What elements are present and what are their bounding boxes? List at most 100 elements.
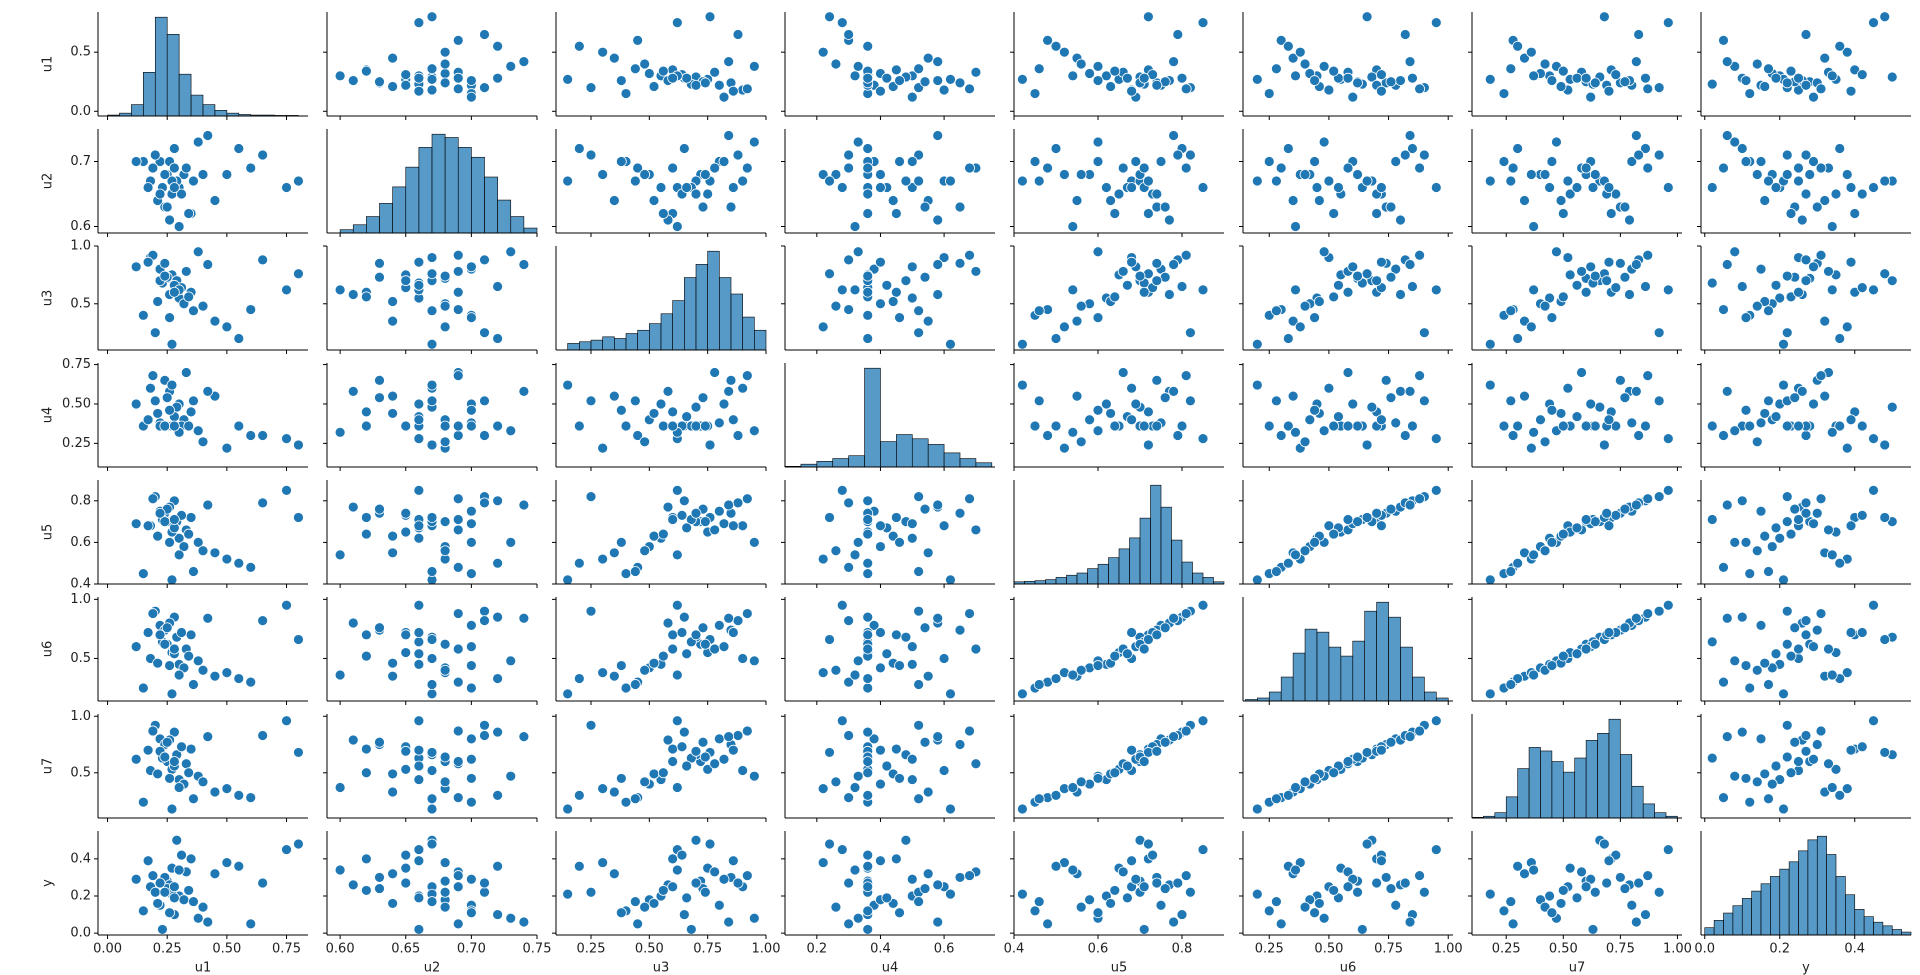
point bbox=[221, 553, 233, 565]
point bbox=[1763, 395, 1774, 407]
point bbox=[964, 83, 975, 95]
point bbox=[1342, 162, 1354, 174]
point bbox=[188, 793, 199, 805]
point bbox=[452, 792, 464, 804]
point bbox=[748, 770, 760, 782]
point bbox=[1571, 411, 1583, 422]
point bbox=[597, 442, 609, 454]
point bbox=[1143, 406, 1154, 418]
point bbox=[209, 670, 221, 682]
point bbox=[723, 385, 735, 397]
point bbox=[1109, 291, 1121, 303]
point bbox=[1811, 507, 1823, 519]
point bbox=[426, 395, 438, 407]
point bbox=[890, 853, 902, 865]
point bbox=[817, 321, 829, 333]
histogram-bar bbox=[444, 137, 459, 234]
point bbox=[1376, 855, 1387, 867]
point bbox=[1823, 758, 1834, 770]
point bbox=[932, 56, 944, 68]
point bbox=[704, 11, 716, 23]
point bbox=[452, 918, 464, 930]
point bbox=[836, 284, 848, 296]
histogram-bar bbox=[392, 186, 407, 234]
histogram-bar bbox=[848, 455, 865, 468]
y-tick-label: 0.4 bbox=[70, 577, 91, 592]
point bbox=[690, 834, 702, 846]
panel bbox=[323, 11, 538, 120]
point bbox=[1755, 417, 1767, 429]
histogram-bar bbox=[510, 216, 525, 234]
point bbox=[1706, 420, 1718, 432]
point bbox=[1800, 730, 1812, 741]
point bbox=[176, 849, 187, 861]
point bbox=[1017, 175, 1028, 187]
point bbox=[281, 599, 292, 611]
point bbox=[192, 136, 204, 148]
point bbox=[932, 731, 944, 743]
panel bbox=[1697, 480, 1911, 588]
point bbox=[439, 751, 451, 763]
point bbox=[1404, 130, 1416, 141]
point bbox=[1130, 873, 1142, 885]
point bbox=[1580, 286, 1592, 298]
point bbox=[678, 143, 690, 154]
point bbox=[176, 741, 187, 753]
point bbox=[1819, 195, 1831, 206]
point bbox=[1197, 17, 1209, 29]
point bbox=[1706, 277, 1718, 289]
point bbox=[1845, 256, 1857, 268]
point bbox=[1633, 430, 1645, 441]
point bbox=[830, 300, 842, 312]
x-tick-label: 0.2 bbox=[806, 942, 827, 957]
point bbox=[192, 912, 204, 924]
point bbox=[185, 743, 197, 755]
point bbox=[142, 182, 154, 193]
point bbox=[1342, 514, 1354, 525]
point bbox=[168, 420, 180, 432]
point bbox=[1404, 259, 1416, 270]
histogram-bar bbox=[911, 438, 929, 468]
point bbox=[1826, 284, 1838, 296]
point bbox=[1117, 162, 1129, 174]
point bbox=[1718, 34, 1729, 46]
point bbox=[1371, 208, 1383, 219]
point bbox=[1603, 182, 1615, 193]
y-axis-label: u1 bbox=[41, 56, 56, 73]
point bbox=[505, 655, 517, 667]
point bbox=[192, 537, 204, 548]
point bbox=[1845, 182, 1857, 193]
point bbox=[164, 907, 175, 919]
point bbox=[1385, 271, 1397, 283]
point bbox=[1662, 182, 1674, 193]
point bbox=[1352, 77, 1363, 89]
panel bbox=[1468, 129, 1682, 237]
point bbox=[1642, 608, 1654, 619]
point bbox=[1282, 40, 1294, 52]
point bbox=[1414, 370, 1425, 382]
point bbox=[608, 52, 620, 64]
point bbox=[862, 789, 874, 801]
point bbox=[374, 622, 385, 634]
point bbox=[1662, 599, 1674, 611]
point bbox=[718, 753, 730, 765]
point bbox=[875, 627, 886, 638]
point bbox=[1033, 175, 1045, 187]
point bbox=[1834, 789, 1846, 801]
panel bbox=[1010, 597, 1224, 705]
point bbox=[1587, 924, 1599, 935]
point bbox=[233, 333, 245, 344]
point bbox=[690, 401, 702, 413]
point bbox=[597, 169, 609, 180]
point bbox=[452, 430, 464, 441]
histogram-bar bbox=[457, 147, 472, 234]
point bbox=[413, 715, 425, 727]
point bbox=[1740, 75, 1752, 86]
point bbox=[1811, 624, 1823, 636]
point bbox=[1519, 195, 1530, 206]
y-tick-label: 0.25 bbox=[62, 436, 91, 451]
point bbox=[662, 617, 674, 629]
point bbox=[221, 321, 233, 333]
point bbox=[1793, 643, 1804, 655]
point bbox=[1778, 338, 1789, 350]
